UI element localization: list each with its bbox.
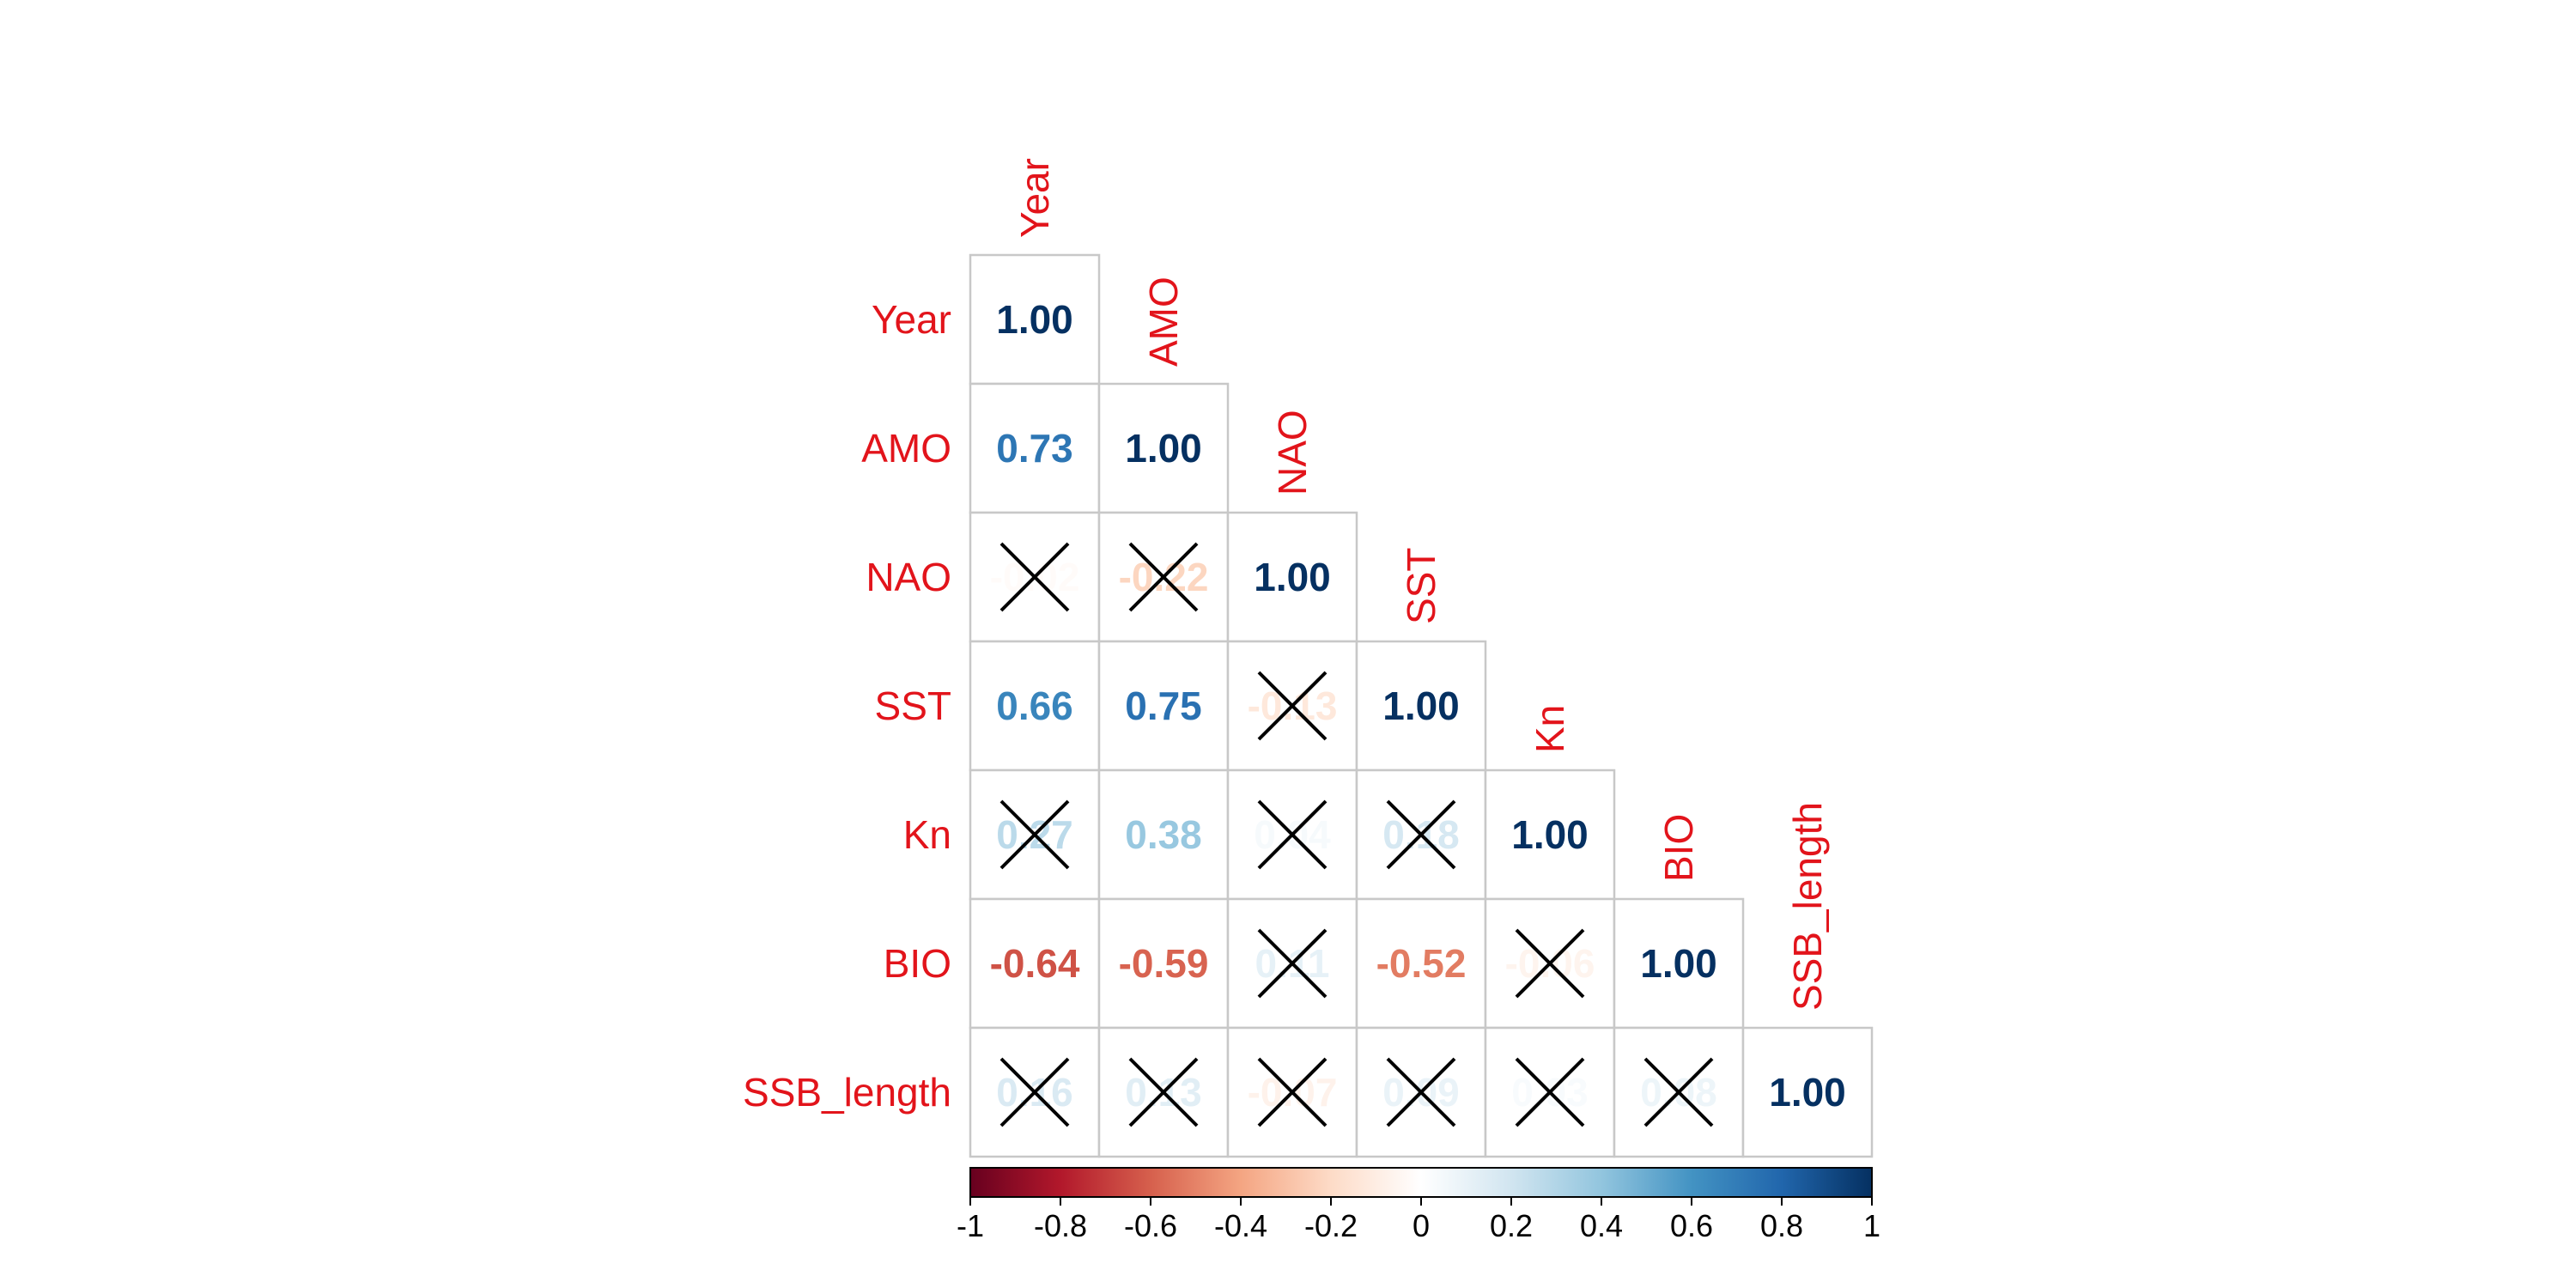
cell-kn-amo-value-label: 0.38 [1125, 812, 1202, 857]
row-label-nao: NAO [866, 555, 951, 599]
colorbar-tick-label: -0.4 [1214, 1208, 1267, 1243]
cell-kn-kn-value-label: 1.00 [1511, 812, 1589, 857]
column-label-year: Year [1012, 158, 1057, 238]
column-label-sst: SST [1399, 548, 1443, 624]
colorbar-tick-label: -1 [957, 1208, 984, 1243]
colorbar-tick-label: 1 [1863, 1208, 1880, 1243]
cell-bio-nao-cross-mark-b [1257, 928, 1327, 999]
cell-amo-amo-value-label: 1.00 [1125, 426, 1202, 471]
cell-kn-sst-cross-mark-b [1386, 799, 1456, 870]
colorbar-tick-label: -0.6 [1124, 1208, 1177, 1243]
colorbar-gradient [969, 1167, 1873, 1198]
cell-sst-nao-cross-mark-b [1257, 671, 1327, 741]
column-label-nao: NAO [1270, 410, 1315, 495]
matrix-grid: 1.000.731.00-0.02-0.221.000.660.75-0.131… [969, 253, 1874, 1158]
cell-nao-nao [1226, 511, 1358, 643]
cell-ssb-length-amo-cross-mark-b [1128, 1057, 1199, 1127]
color-legend: -1 -0.8 -0.6 -0.4 -0.2 0 0.2 0.4 0.6 0.8 1 [957, 1167, 1880, 1243]
column-label-amo: AMO [1141, 276, 1186, 367]
colorbar-tick-label: 0.4 [1580, 1208, 1623, 1243]
column-label-bio: BIO [1656, 814, 1701, 882]
cell-ssb-length-bio-cross-mark-b [1643, 1057, 1714, 1127]
cell-ssb-length-sst-cross-mark-b [1386, 1057, 1456, 1127]
cell-bio-amo-value-label: -0.59 [1119, 941, 1209, 986]
cell-sst-year-value-label: 0.66 [996, 683, 1073, 728]
cell-ssb-length-nao-cross-mark-b [1257, 1057, 1327, 1127]
colorbar-tick-label: 0.6 [1670, 1208, 1713, 1243]
colorbar-tick-label: -0.8 [1034, 1208, 1087, 1243]
row-label-year: Year [872, 297, 951, 342]
cell-bio-year [969, 897, 1101, 1030]
cell-sst-amo-value-label: 0.75 [1125, 683, 1202, 728]
cell-year-year-value-label: 1.00 [996, 297, 1073, 342]
cell-amo-amo [1097, 382, 1230, 514]
colorbar-tick-label: 0.2 [1490, 1208, 1533, 1243]
row-labels: Year AMO NAO SST Kn BIO SSB_length [743, 297, 951, 1115]
cell-nao-year-cross-mark-b [999, 542, 1070, 612]
cell-ssb-length-ssb-length-value-label: 1.00 [1769, 1070, 1846, 1115]
cell-amo-year [969, 382, 1101, 514]
cell-nao-nao-value-label: 1.00 [1254, 555, 1331, 599]
cell-ssb-length-year-cross-mark-b [999, 1057, 1070, 1127]
row-label-bio: BIO [884, 941, 951, 986]
cell-year-year [969, 253, 1101, 386]
cell-bio-kn-cross-mark-b [1515, 928, 1585, 999]
cell-sst-year [969, 640, 1101, 772]
row-label-kn: Kn [903, 812, 951, 857]
column-labels: Year AMO NAO SST Kn BIO SSB_length [1012, 158, 1830, 1011]
cell-amo-year-value-label: 0.73 [996, 426, 1073, 471]
row-label-amo: AMO [861, 426, 951, 471]
cell-bio-bio [1613, 897, 1745, 1030]
colorbar-tick-label: 0 [1413, 1208, 1430, 1243]
cell-bio-bio-value-label: 1.00 [1640, 941, 1717, 986]
row-label-sst: SST [875, 683, 951, 728]
cell-kn-nao-cross-mark-b [1257, 799, 1327, 870]
cell-bio-year-value-label: -0.64 [990, 941, 1080, 986]
cell-kn-amo [1097, 769, 1230, 901]
cell-sst-sst-value-label: 1.00 [1382, 683, 1460, 728]
cell-sst-sst [1355, 640, 1487, 772]
cell-kn-year-cross-mark-b [999, 799, 1070, 870]
cell-bio-sst [1355, 897, 1487, 1030]
column-label-ssb-length: SSB_length [1785, 802, 1830, 1011]
column-label-kn: Kn [1528, 705, 1572, 753]
cell-bio-sst-value-label: -0.52 [1376, 941, 1467, 986]
cell-ssb-length-kn-cross-mark-b [1515, 1057, 1585, 1127]
cell-nao-amo-cross-mark-b [1128, 542, 1199, 612]
colorbar-tick-label: 0.8 [1760, 1208, 1803, 1243]
colorbar-tick-label: -0.2 [1304, 1208, 1358, 1243]
cell-sst-amo [1097, 640, 1230, 772]
row-label-ssb-length: SSB_length [743, 1070, 951, 1115]
cell-ssb-length-ssb-length [1741, 1026, 1874, 1158]
